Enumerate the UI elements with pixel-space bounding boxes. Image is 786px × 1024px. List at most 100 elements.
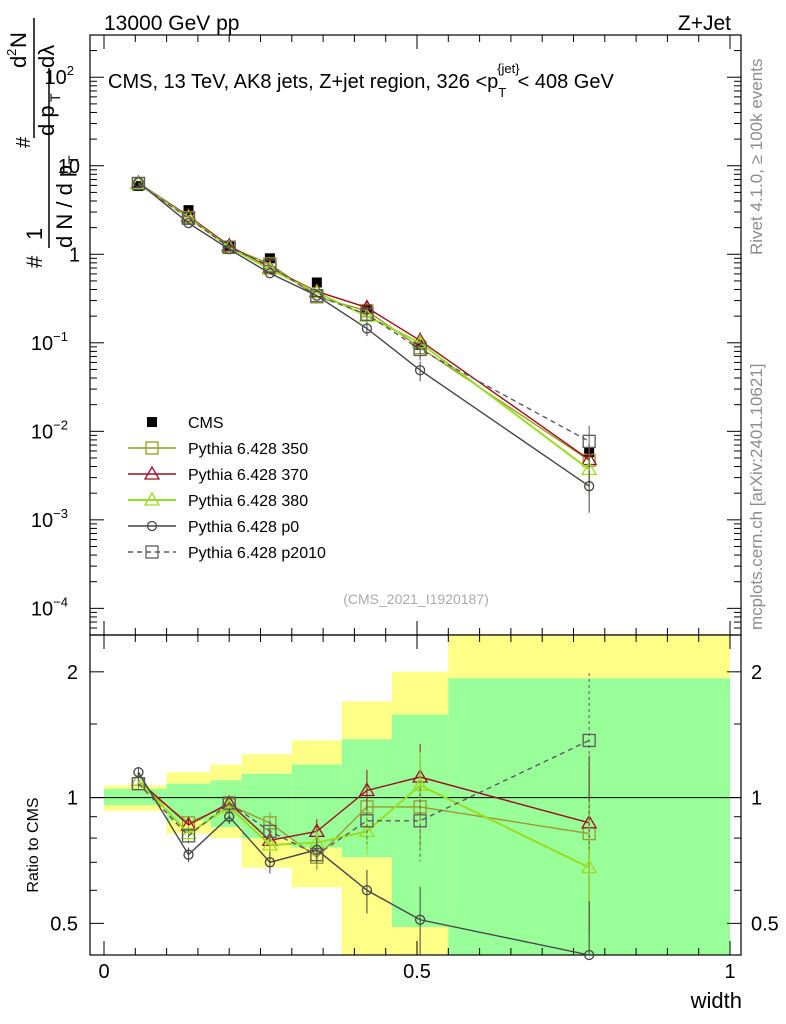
ratio-y-tick-label: 0.5 [50,913,78,935]
ratio-point [264,857,276,868]
main-panel: 102 10 1 10−1 10−2 10−3 10−4 [31,34,742,636]
data-point [133,181,144,192]
ratio-y-axis-label: Ratio to CMS [25,797,42,892]
data-point [131,176,146,191]
legend-label: Pythia 6.428 370 [188,467,308,484]
y-tick-label: 10−2 [31,417,68,443]
ratio-line [137,776,590,842]
ratio-point [413,814,427,828]
x-tick-label: 0 [98,961,109,983]
ratio-point [261,836,279,851]
svg-text:#: # [13,136,35,148]
ratio-point [263,824,277,839]
ratio-point [361,885,373,896]
svg-text:d N / d p: d N / d p [52,165,77,248]
data-point [413,342,427,357]
band-inner [166,783,211,821]
main-series-layer [130,174,598,513]
data-point [222,240,236,254]
legend-label: Pythia 6.428 p2010 [188,545,326,562]
svg-text:T: T [65,155,81,164]
ratio-point [584,949,595,961]
ratio-uncertainty-bands [104,635,730,955]
legend-marker [145,441,159,455]
legend: CMS Pythia 6.428 350 Pythia 6.428 370 Pythi… [128,415,326,562]
x-axis-label: width [690,988,742,1013]
y-tick-label: 10−4 [31,594,68,620]
ratio-point [582,733,596,748]
data-point [261,260,279,275]
legend-marker [143,491,161,506]
y-axis-label: # 1 d N / d p T # d 2 N d p T dλ [4,18,81,268]
ratio-y-tick-label: 1 [67,788,78,810]
ratio-panel: 0.5 0.5 1 1 2 2 0 0.5 1 [50,634,779,983]
legend-item: Pythia 6.428 370 [128,465,308,484]
data-point [311,277,322,288]
legend-marker [146,520,158,532]
series-line [137,181,590,487]
data-point [582,434,596,449]
legend-marker [147,417,157,427]
legend-item: Pythia 6.428 350 [128,441,308,458]
ratio-point [133,767,144,778]
svg-text:N: N [6,32,31,48]
plot-title: CMS, 13 TeV, AK8 jets, Z+jet region, 326… [108,61,614,100]
ratio-series-layer [130,673,598,961]
legend-item: Pythia 6.428 p2010 [128,545,326,562]
svg-text:dλ: dλ [34,45,59,68]
data-point [183,217,194,229]
ratio-point [310,848,324,862]
data-point [308,284,325,299]
legend-label: Pythia 6.428 p0 [188,519,299,536]
legend-label: CMS [188,415,224,432]
ratio-series-pythia-6-428-p2010 [131,673,596,868]
data-point [130,175,147,190]
data-point [181,211,196,225]
x-tick-label: 1 [724,961,735,983]
data-point [360,307,374,321]
ratio-point [131,776,146,791]
ratio-point [414,914,426,925]
legend-marker [145,545,159,559]
series-pythia-6-428-p2010 [131,176,596,469]
ratio-series-pythia-6-428-p0 [133,766,595,961]
data-point [310,289,324,303]
data-point [264,268,276,279]
svg-text:d: d [6,56,31,68]
ratio-line [137,739,590,856]
y-tick-label: 102 [45,63,74,89]
y-tick-label: 10 [58,156,80,178]
data-point [361,323,373,334]
ratio-point [224,811,235,822]
header-observable: Z+Jet [678,12,731,35]
ratio-y-tick-label-right: 2 [751,662,762,684]
ratio-line [137,783,590,859]
legend-marker [143,465,161,480]
svg-text:T: T [47,93,63,102]
side-label-mcplots: mcplots.cern.ch [arXiv:2401.10621] [747,364,766,630]
ratio-point [222,796,236,810]
legend-item: Pythia 6.428 p0 [128,519,299,536]
data-point [414,365,426,376]
ratio-point [581,859,598,874]
analysis-watermark: (CMS_2021_I1920187) [343,591,489,607]
svg-text:1: 1 [22,228,47,240]
header-process: 13000 GeV pp [104,12,239,35]
legend-label: Pythia 6.428 380 [188,493,308,510]
ratio-point [360,814,374,828]
ratio-y-tick-label-right: 1 [751,788,762,810]
ratio-line [137,779,590,869]
ratio-point [358,782,376,797]
ratio-y-tick-label: 2 [67,662,78,684]
data-point [263,259,277,273]
legend-label: Pythia 6.428 350 [188,441,308,458]
data-point [584,481,595,492]
series-line [138,182,590,442]
ratio-line [137,771,590,956]
legend-item: Pythia 6.428 380 [128,491,308,510]
ratio-point [183,849,194,860]
ratio-frame [89,634,742,956]
series-pythia-6-428-p0 [133,177,595,513]
side-label-rivet: Rivet 4.1.0, ≥ 100k events [747,59,766,255]
